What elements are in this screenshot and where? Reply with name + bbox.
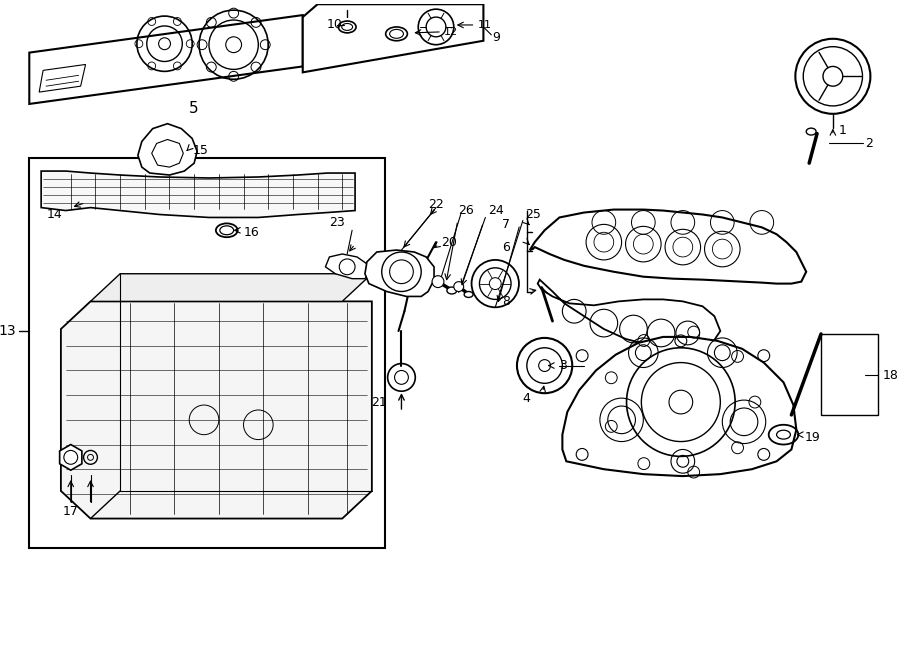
Ellipse shape: [806, 128, 816, 135]
Polygon shape: [61, 301, 372, 519]
Text: 20: 20: [441, 235, 457, 249]
Polygon shape: [152, 139, 184, 167]
Text: 26: 26: [458, 204, 473, 217]
Polygon shape: [41, 171, 356, 217]
Text: 25: 25: [525, 208, 541, 221]
Bar: [821, 334, 878, 415]
Text: 8: 8: [502, 295, 510, 308]
Text: 22: 22: [428, 198, 444, 211]
Text: 11: 11: [478, 20, 491, 30]
Polygon shape: [364, 250, 434, 296]
Text: 18: 18: [882, 369, 898, 382]
Circle shape: [432, 276, 444, 288]
Text: 19: 19: [805, 431, 820, 444]
Text: 13: 13: [0, 324, 16, 338]
Polygon shape: [302, 4, 483, 72]
Text: 5: 5: [189, 101, 199, 116]
Polygon shape: [30, 15, 302, 104]
Text: 14: 14: [47, 208, 63, 221]
Text: 15: 15: [193, 144, 208, 157]
Polygon shape: [40, 65, 86, 92]
Text: 1: 1: [839, 124, 847, 137]
Text: 23: 23: [329, 216, 346, 229]
Text: 24: 24: [489, 204, 504, 217]
Bar: [30, 158, 384, 548]
Ellipse shape: [447, 287, 456, 294]
Text: 16: 16: [244, 226, 259, 239]
Ellipse shape: [464, 292, 473, 297]
Text: 17: 17: [63, 505, 78, 518]
Polygon shape: [91, 274, 372, 301]
Text: 2: 2: [866, 137, 873, 150]
Circle shape: [454, 282, 464, 292]
Text: 4: 4: [522, 391, 530, 405]
Polygon shape: [138, 124, 197, 175]
Polygon shape: [530, 210, 806, 284]
Text: 7: 7: [502, 218, 510, 231]
Text: 10: 10: [327, 19, 342, 32]
Polygon shape: [537, 280, 720, 351]
Polygon shape: [562, 337, 796, 476]
Polygon shape: [59, 444, 82, 470]
Text: 6: 6: [502, 241, 510, 254]
Text: 3: 3: [560, 359, 567, 372]
Text: 21: 21: [371, 395, 387, 408]
Text: 9: 9: [492, 31, 500, 44]
Text: 12: 12: [444, 27, 458, 37]
Polygon shape: [326, 254, 369, 279]
